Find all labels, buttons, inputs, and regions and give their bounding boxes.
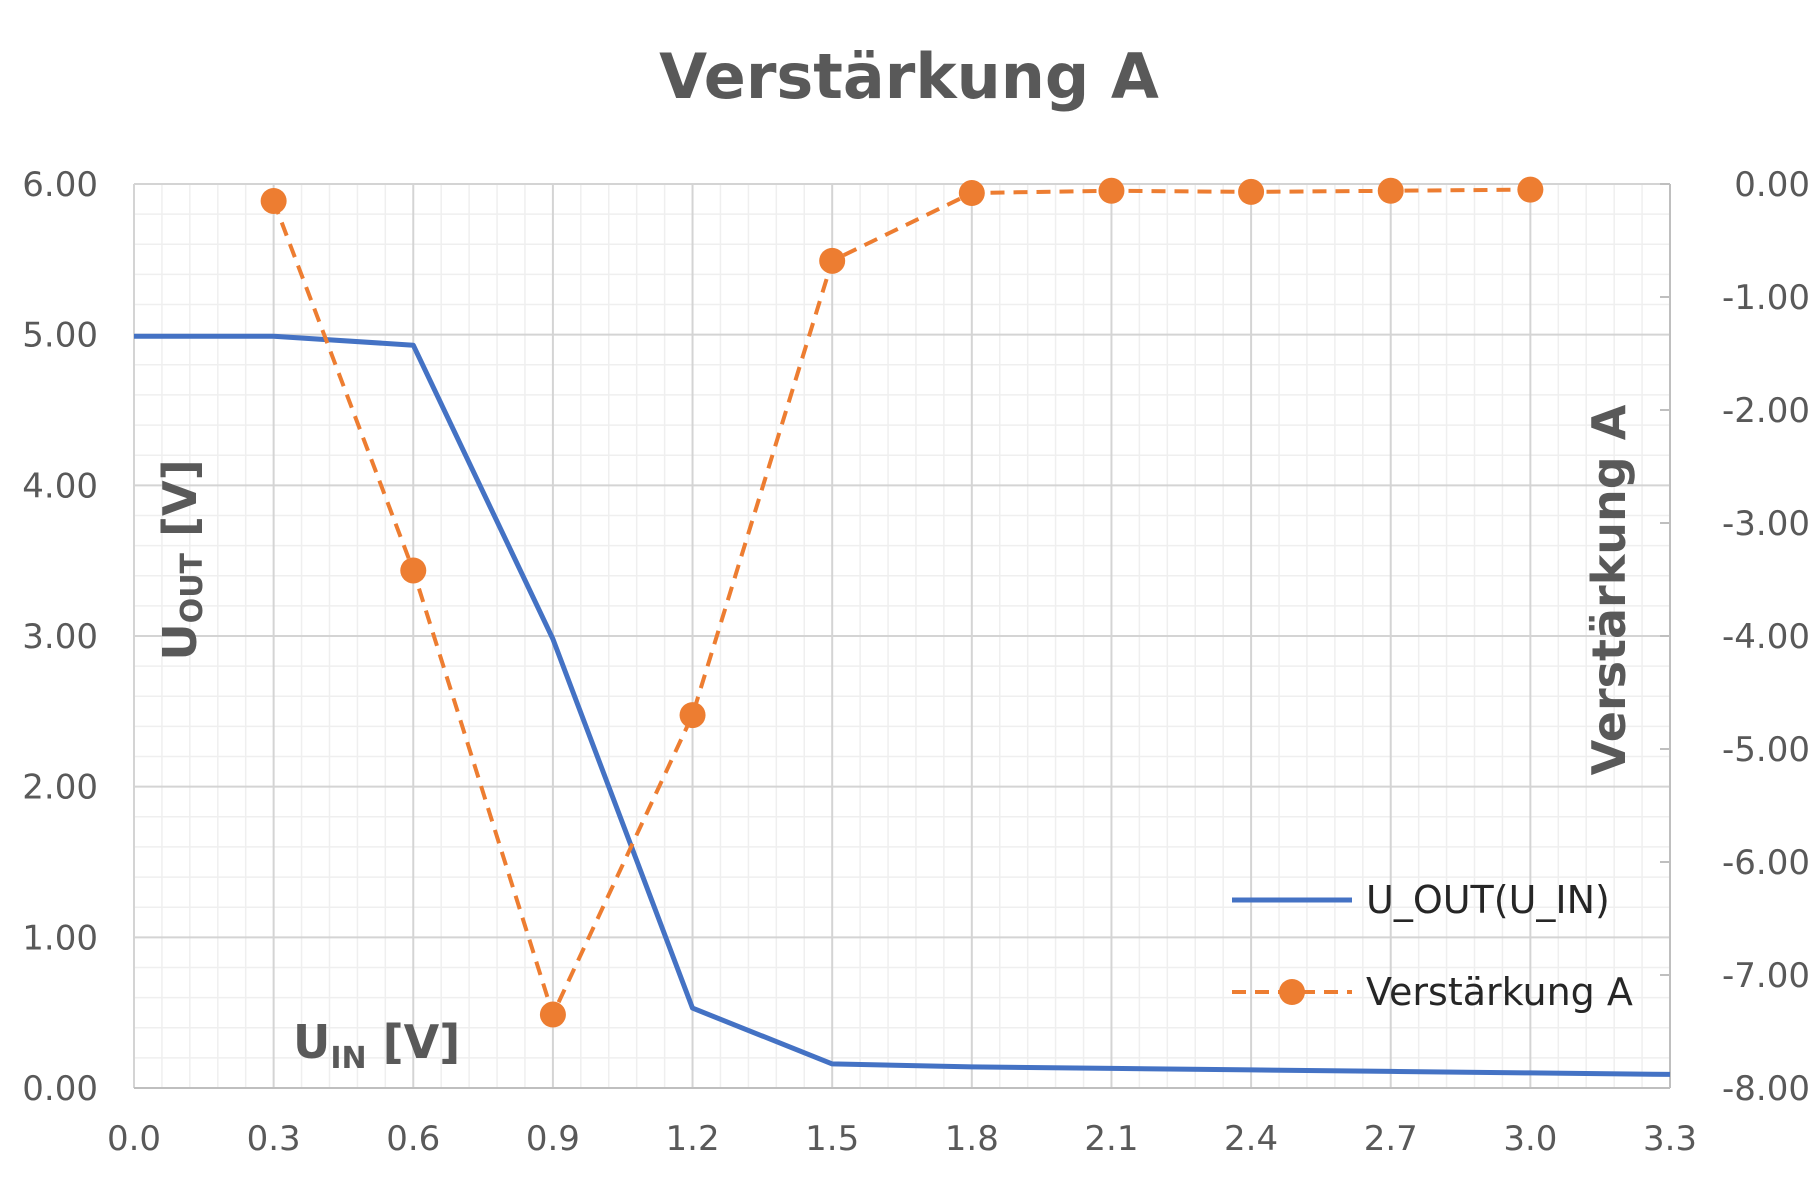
left-y-tick-label: 4.00	[22, 466, 98, 506]
x-tick-label: 1.5	[805, 1119, 859, 1159]
right-y-tick-label: -5.00	[1722, 730, 1810, 770]
left-y-tick-label: 6.00	[22, 165, 98, 205]
left-y-axis-label-unit: [V]	[153, 459, 207, 553]
x-tick-label: 1.8	[945, 1119, 999, 1159]
series-line-2	[271, 187, 1531, 1017]
right-y-tick-label: -6.00	[1722, 843, 1810, 883]
right-y-tick-label: -3.00	[1722, 504, 1810, 544]
x-tick-label: 2.7	[1364, 1119, 1418, 1159]
left-y-axis-label-main: U	[153, 623, 207, 660]
right-y-tick-label: -7.00	[1722, 956, 1810, 996]
x-tick-label: 3.0	[1503, 1119, 1557, 1159]
x-axis-label-unit: [V]	[367, 1015, 461, 1069]
x-tick-labels: 0.0 0.3 0.6 0.9 1.2 1.5 1.8 2.1 2.4 2.7 3.0 3.3	[107, 1119, 1697, 1159]
x-tick-label: 0.9	[526, 1119, 580, 1159]
legend-label-1: U_OUT(U_IN)	[1366, 878, 1610, 922]
data-point	[539, 1001, 566, 1028]
legend-label-2: Verstärkung A	[1366, 970, 1633, 1014]
x-axis-label: UIN [V]	[293, 1015, 460, 1076]
right-y-tick-label: -4.00	[1722, 617, 1810, 657]
left-y-tick-label: 3.00	[22, 617, 98, 657]
x-axis-label-sub: IN	[330, 1041, 366, 1076]
x-tick-label: 0.0	[107, 1119, 161, 1159]
left-y-tick-label: 0.00	[22, 1069, 98, 1109]
left-y-tick-labels: 0.00 1.00 2.00 3.00 4.00 5.00 6.00	[22, 165, 98, 1109]
axes	[134, 183, 1671, 1089]
left-y-tick-label: 5.00	[22, 316, 98, 356]
legend-marker	[1279, 979, 1305, 1005]
left-y-axis-label: UOUT [V]	[153, 459, 210, 660]
data-point	[400, 557, 427, 584]
data-point	[1377, 177, 1404, 204]
grid	[133, 183, 1671, 1089]
left-y-tick-label: 2.00	[22, 768, 98, 808]
left-y-tick-label: 1.00	[22, 918, 98, 958]
x-tick-label: 2.1	[1084, 1119, 1138, 1159]
x-tick-label: 2.4	[1224, 1119, 1278, 1159]
x-tick-label: 3.3	[1643, 1119, 1697, 1159]
data-point	[679, 702, 706, 729]
series-line-1	[134, 333, 1671, 1077]
right-y-tick-label: -1.00	[1722, 278, 1810, 318]
data-point	[958, 180, 985, 207]
right-y-tick-label: 0.00	[1734, 165, 1810, 205]
right-y-tick-label: -8.00	[1722, 1069, 1810, 1109]
right-y-tick-labels: 0.00 -1.00 -2.00 -3.00 -4.00 -5.00 -6.00 -7.00 -…	[1722, 165, 1810, 1109]
x-tick-label: 1.2	[666, 1119, 720, 1159]
x-tick-label: 0.6	[386, 1119, 440, 1159]
x-axis-label-main: U	[293, 1015, 330, 1069]
data-point	[1517, 176, 1544, 203]
data-point	[1098, 177, 1125, 204]
right-y-tick-label: -2.00	[1722, 391, 1810, 431]
chart-title: Verstärkung A	[659, 40, 1159, 113]
legend: U_OUT(U_IN) Verstärkung A	[1232, 878, 1633, 1014]
data-point	[819, 247, 846, 274]
left-y-axis-label-sub: OUT	[175, 552, 210, 623]
series-group	[134, 176, 1671, 1077]
right-y-axis-label: Verstärkung A	[1582, 404, 1636, 775]
data-point	[260, 187, 287, 214]
x-tick-label: 0.3	[247, 1119, 301, 1159]
data-point	[1238, 178, 1265, 205]
